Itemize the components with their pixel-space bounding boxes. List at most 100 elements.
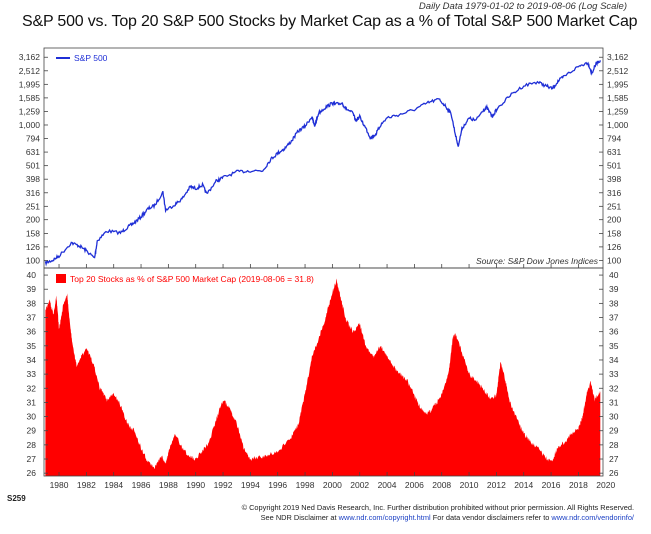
x-tick-label: 2000 (323, 480, 342, 490)
sp500-line (44, 60, 601, 267)
y-tick-label-left: 631 (26, 147, 40, 157)
y-tick-label-right: 126 (607, 242, 621, 252)
y-tick-label-right: 27 (609, 454, 619, 464)
y-tick-label-left: 34 (27, 355, 37, 365)
y-tick-label-right: 33 (609, 369, 619, 379)
y-tick-label-left: 40 (27, 270, 37, 280)
y-tick-label-left: 100 (26, 255, 40, 265)
y-tick-label-right: 29 (609, 426, 619, 436)
y-tick-label-right: 200 (607, 215, 621, 225)
y-tick-label-right: 2,512 (607, 66, 629, 76)
y-tick-label-left: 398 (26, 174, 40, 184)
x-tick-label: 2020 (596, 480, 615, 490)
y-tick-label-left: 38 (27, 298, 37, 308)
y-tick-label-right: 28 (609, 440, 619, 450)
y-tick-label-right: 35 (609, 341, 619, 351)
x-tick-label: 1990 (186, 480, 205, 490)
y-tick-label-left: 30 (27, 412, 37, 422)
top20-y-ticks: 40 40 39 39 38 38 37 37 36 36 35 35 34 34 33 33 32 32 31 31… (27, 270, 619, 478)
sp500-legend-label: S&P 500 (74, 53, 108, 63)
x-tick-label: 2016 (542, 480, 561, 490)
y-tick-label-left: 39 (27, 284, 37, 294)
y-tick-label-right: 100 (607, 255, 621, 265)
y-tick-label-right: 398 (607, 174, 621, 184)
y-tick-label-left: 200 (26, 215, 40, 225)
y-tick-label-right: 3,162 (607, 52, 629, 62)
x-tick-label: 1980 (50, 480, 69, 490)
y-tick-label-left: 33 (27, 369, 37, 379)
y-tick-label-left: 316 (26, 188, 40, 198)
y-tick-label-left: 35 (27, 341, 37, 351)
x-axis-ticks: 1980 1982 1984 1986 1988 1990 1992 1994 1996 1998… (50, 264, 615, 490)
disclaimer-prefix: See NDR Disclaimer at (260, 513, 339, 522)
y-tick-label-left: 794 (26, 134, 40, 144)
x-tick-label: 1982 (77, 480, 96, 490)
y-tick-label-left: 29 (27, 426, 37, 436)
y-tick-label-right: 1,000 (607, 120, 629, 130)
y-tick-label-right: 39 (609, 284, 619, 294)
x-tick-label: 1988 (159, 480, 178, 490)
y-tick-label-left: 1,000 (19, 120, 41, 130)
y-tick-label-right: 1,995 (607, 79, 629, 89)
x-tick-label: 2004 (378, 480, 397, 490)
y-tick-label-right: 1,259 (607, 106, 629, 116)
x-tick-label: 2006 (405, 480, 424, 490)
copyright-link[interactable]: www.ndr.com/copyright.html (338, 513, 431, 522)
copyright-line: © Copyright 2019 Ned Davis Research, Inc… (241, 503, 634, 512)
y-tick-label-left: 31 (27, 397, 37, 407)
chart-code: S259 (7, 494, 26, 503)
x-tick-label: 1994 (241, 480, 260, 490)
chart-title: S&P 500 vs. Top 20 S&P 500 Stocks by Mar… (22, 13, 638, 30)
y-tick-label-right: 40 (609, 270, 619, 280)
y-tick-label-right: 631 (607, 147, 621, 157)
top20-panel-frame (43, 267, 604, 477)
y-tick-label-left: 27 (27, 454, 37, 464)
chart-subtitle: Daily Data 1979-01-02 to 2019-08-06 (Log… (418, 1, 627, 12)
top20-legend-label: Top 20 Stocks as % of S&P 500 Market Cap… (70, 274, 314, 284)
y-tick-label-left: 501 (26, 161, 40, 171)
y-tick-label-right: 1,585 (607, 93, 629, 103)
top20-area (45, 278, 601, 476)
source-note: Source: S&P Dow Jones Indices (476, 256, 599, 266)
y-tick-label-left: 251 (26, 201, 40, 211)
y-tick-label-right: 31 (609, 397, 619, 407)
y-tick-label-right: 34 (609, 355, 619, 365)
y-tick-label-right: 316 (607, 188, 621, 198)
y-tick-label-right: 32 (609, 383, 619, 393)
x-tick-label: 1986 (132, 480, 151, 490)
y-tick-label-left: 36 (27, 327, 37, 337)
sp500-panel-frame (43, 47, 604, 269)
y-tick-label-right: 251 (607, 201, 621, 211)
vendor-link[interactable]: www.ndr.com/vendorinfo/ (551, 513, 634, 522)
y-tick-label-left: 32 (27, 383, 37, 393)
sp500-y-ticks: 3,162 3,162 2,512 2,512 1,995 1,995 1,585 1,585… (19, 52, 629, 265)
top20-legend-swatch (56, 274, 66, 283)
y-tick-label-left: 26 (27, 468, 37, 478)
y-tick-label-right: 30 (609, 412, 619, 422)
x-tick-label: 1996 (268, 480, 287, 490)
x-tick-label: 2018 (569, 480, 588, 490)
y-tick-label-left: 1,995 (19, 79, 41, 89)
y-tick-label-left: 126 (26, 242, 40, 252)
y-tick-label-right: 38 (609, 298, 619, 308)
y-tick-label-left: 2,512 (19, 66, 41, 76)
y-tick-label-right: 794 (607, 134, 621, 144)
x-tick-label: 2002 (350, 480, 369, 490)
x-tick-label: 2014 (514, 480, 533, 490)
y-tick-label-left: 28 (27, 440, 37, 450)
y-tick-label-right: 501 (607, 161, 621, 171)
x-tick-label: 1998 (296, 480, 315, 490)
x-tick-label: 2008 (432, 480, 451, 490)
x-tick-label: 1984 (104, 480, 123, 490)
y-tick-label-left: 37 (27, 313, 37, 323)
x-tick-label: 1992 (214, 480, 233, 490)
y-tick-label-left: 158 (26, 229, 40, 239)
y-tick-label-right: 36 (609, 327, 619, 337)
y-tick-label-left: 1,259 (19, 106, 41, 116)
y-tick-label-left: 3,162 (19, 52, 41, 62)
y-tick-label-right: 37 (609, 313, 619, 323)
y-tick-label-right: 26 (609, 468, 619, 478)
x-tick-label: 2012 (487, 480, 506, 490)
disclaimer-line: See NDR Disclaimer at www.ndr.com/copyri… (242, 513, 634, 523)
